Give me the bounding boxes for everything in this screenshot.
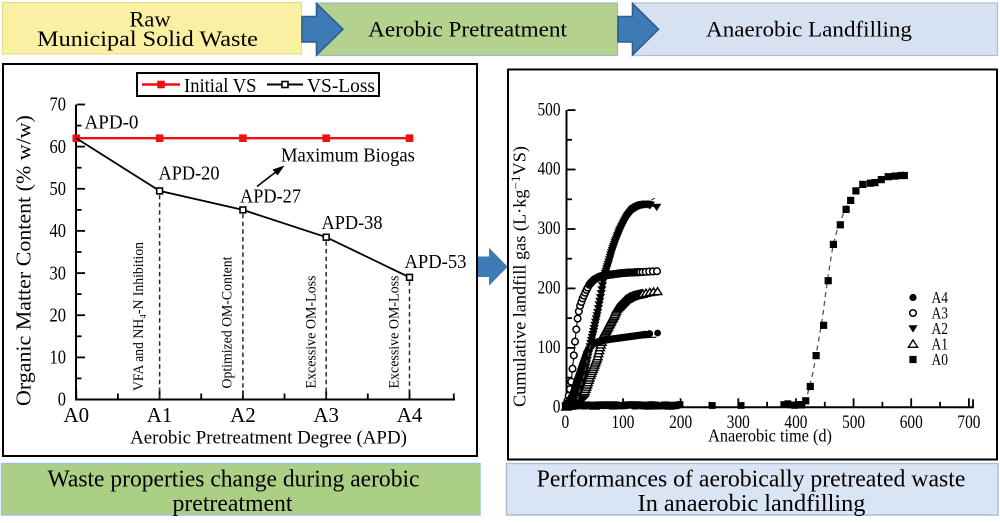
svg-text:300: 300 <box>538 218 561 239</box>
svg-text:A1: A1 <box>932 336 948 354</box>
svg-text:A4: A4 <box>932 290 949 308</box>
svg-text:50: 50 <box>50 178 66 200</box>
svg-text:600: 600 <box>900 412 923 433</box>
svg-text:0: 0 <box>561 412 569 433</box>
svg-text:0: 0 <box>553 396 561 417</box>
svg-text:400: 400 <box>538 158 561 179</box>
svg-text:In anaerobic landfilling: In anaerobic landfilling <box>638 490 866 517</box>
svg-text:Aerobic Pretreatment: Aerobic Pretreatment <box>368 17 567 42</box>
svg-text:APD-38: APD-38 <box>322 212 383 234</box>
svg-text:Waste properties change during: Waste properties change during aerobic <box>48 466 420 492</box>
svg-text:300: 300 <box>727 412 750 433</box>
svg-text:60: 60 <box>50 136 66 158</box>
svg-text:A0: A0 <box>64 403 90 427</box>
svg-text:Anaerobic Landfilling: Anaerobic Landfilling <box>706 17 912 42</box>
svg-text:APD-53: APD-53 <box>405 251 467 273</box>
svg-text:APD-27: APD-27 <box>240 186 301 208</box>
svg-text:Maximum Biogas: Maximum Biogas <box>281 145 415 167</box>
svg-text:Organic Matter Content (% w/w): Organic Matter Content (% w/w) <box>12 115 35 406</box>
svg-text:Anaerobic time (d): Anaerobic time (d) <box>708 426 832 446</box>
svg-text:100: 100 <box>611 412 634 433</box>
svg-text:VS-Loss: VS-Loss <box>307 75 375 97</box>
svg-text:pretreatment: pretreatment <box>173 491 293 517</box>
svg-text:10: 10 <box>50 346 66 368</box>
svg-text:500: 500 <box>842 412 865 433</box>
svg-text:Optimized OM-Content: Optimized OM-Content <box>220 256 235 388</box>
svg-text:Excessive OM-Loss: Excessive OM-Loss <box>303 276 319 389</box>
svg-text:200: 200 <box>669 412 692 433</box>
svg-text:Performances of aerobically pr: Performances of aerobically pretreated w… <box>537 466 966 492</box>
svg-text:70: 70 <box>50 93 66 115</box>
svg-text:400: 400 <box>784 412 807 433</box>
svg-text:A3: A3 <box>932 305 948 323</box>
svg-text:Initial VS: Initial VS <box>184 75 256 97</box>
svg-text:200: 200 <box>538 277 561 298</box>
svg-text:A1: A1 <box>147 403 173 427</box>
svg-text:A4: A4 <box>397 403 423 427</box>
svg-text:700: 700 <box>957 412 980 433</box>
svg-text:A2: A2 <box>230 403 256 427</box>
svg-text:500: 500 <box>538 99 561 120</box>
svg-text:A3: A3 <box>313 403 339 427</box>
svg-text:−1: −1 <box>509 175 523 189</box>
svg-text:APD-20: APD-20 <box>159 163 220 185</box>
svg-text:100: 100 <box>538 337 561 358</box>
svg-text:A2: A2 <box>932 321 948 339</box>
svg-text:APD-0: APD-0 <box>85 112 139 134</box>
svg-text:Aerobic Pretreatment Degree (A: Aerobic Pretreatment Degree (APD) <box>130 427 407 448</box>
svg-text:A0: A0 <box>932 352 948 370</box>
svg-text:20: 20 <box>50 304 66 326</box>
svg-text:40: 40 <box>50 220 66 242</box>
svg-text:30: 30 <box>50 262 66 284</box>
svg-text:VFA and NH₄-N Inhibition: VFA and NH₄-N Inhibition <box>132 242 147 391</box>
svg-text:VS): VS) <box>510 146 531 175</box>
svg-text:Excessive OM-Loss: Excessive OM-Loss <box>386 276 402 389</box>
svg-text:Municipal Solid Waste: Municipal Solid Waste <box>37 27 258 52</box>
svg-text:Cumulative landfill gas (L·kg: Cumulative landfill gas (L·kg <box>510 189 531 407</box>
svg-text:0: 0 <box>58 388 66 410</box>
svg-text:Raw: Raw <box>129 7 171 32</box>
